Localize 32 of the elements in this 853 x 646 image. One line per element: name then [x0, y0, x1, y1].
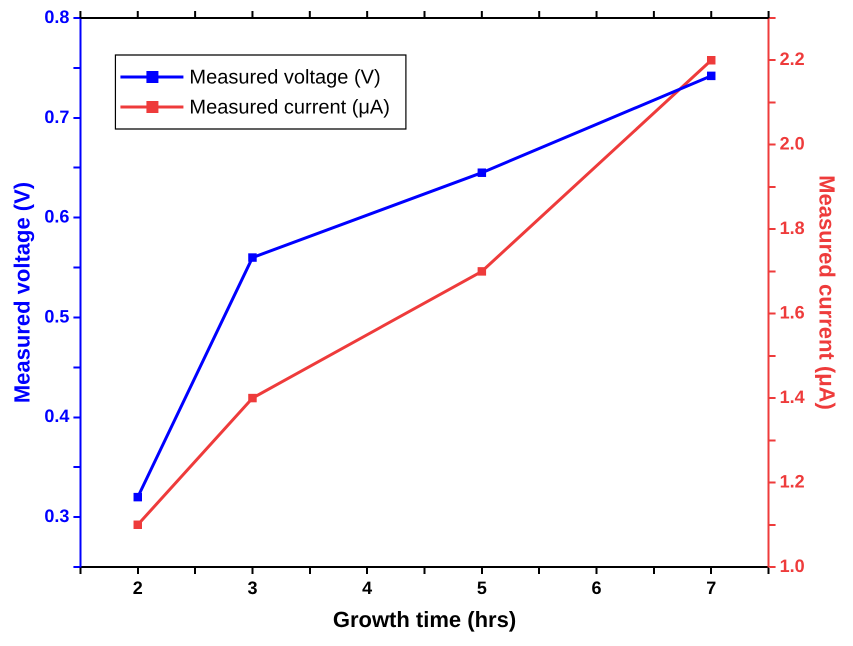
- y-tick-label: 0.3: [44, 506, 70, 526]
- y2-tick-label: 1.6: [780, 302, 805, 323]
- y-tick-label: 0.5: [44, 306, 70, 326]
- legend-label: Measured voltage (V): [189, 66, 381, 89]
- point: [706, 56, 716, 64]
- y2-axis-title: Measured current (μA): [814, 175, 840, 410]
- y-axis-title: Measured voltage (V): [9, 182, 34, 404]
- y2-tick-label: 1.4: [780, 387, 805, 408]
- y2-tick-label: 2.2: [780, 49, 805, 70]
- point: [478, 168, 486, 177]
- point: [248, 253, 257, 262]
- y-tick-label: 0.4: [44, 406, 70, 426]
- y2-tick-label: 1.0: [780, 556, 805, 576]
- x-tick-label: 6: [592, 578, 602, 598]
- x-tick-label: 5: [476, 578, 487, 598]
- y2-tick-label: 1.2: [780, 472, 805, 492]
- y-tick-label: 0.6: [44, 206, 70, 227]
- x-tick-label: 3: [247, 578, 258, 598]
- y-tick-label: 0.8: [44, 6, 70, 27]
- x-tick-label: 2: [132, 578, 143, 598]
- point: [248, 394, 257, 402]
- point: [706, 72, 716, 80]
- point: [134, 520, 142, 530]
- y2-tick-label: 1.8: [780, 218, 805, 238]
- point: [134, 492, 142, 502]
- y-tick-label: 0.7: [44, 106, 70, 127]
- y2-tick-label: 2.0: [780, 134, 805, 154]
- x-axis-title: Growth time (hrs): [332, 606, 516, 632]
- point: [478, 267, 486, 276]
- legend-label: Measured current (μA): [189, 96, 390, 119]
- x-tick-label: 4: [362, 578, 372, 598]
- x-tick-label: 7: [706, 578, 716, 598]
